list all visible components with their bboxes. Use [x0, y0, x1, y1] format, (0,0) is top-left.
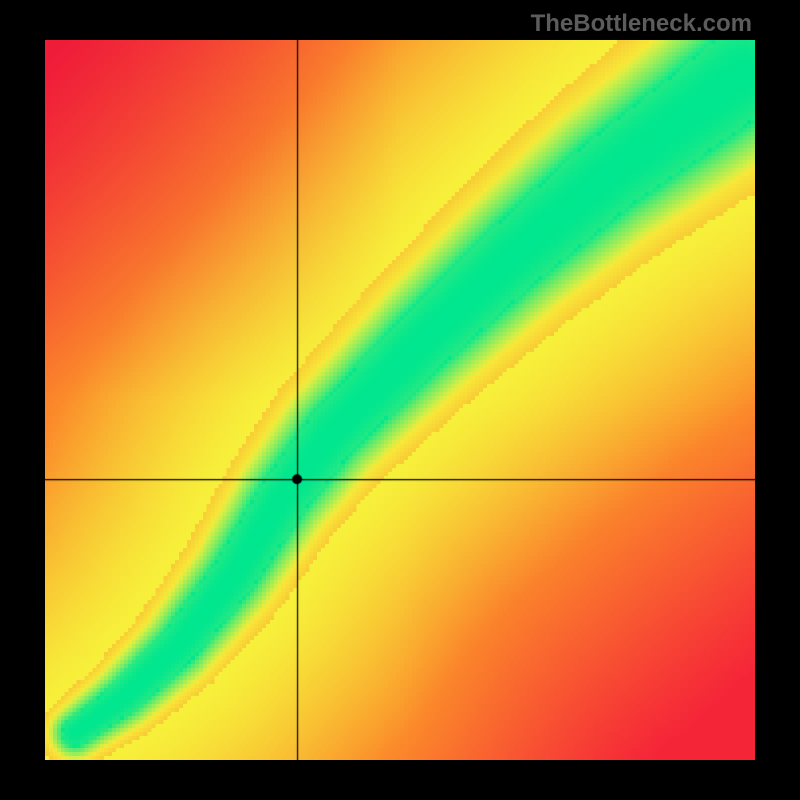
watermark-text: TheBottleneck.com [531, 10, 752, 38]
bottleneck-heatmap [45, 40, 755, 760]
